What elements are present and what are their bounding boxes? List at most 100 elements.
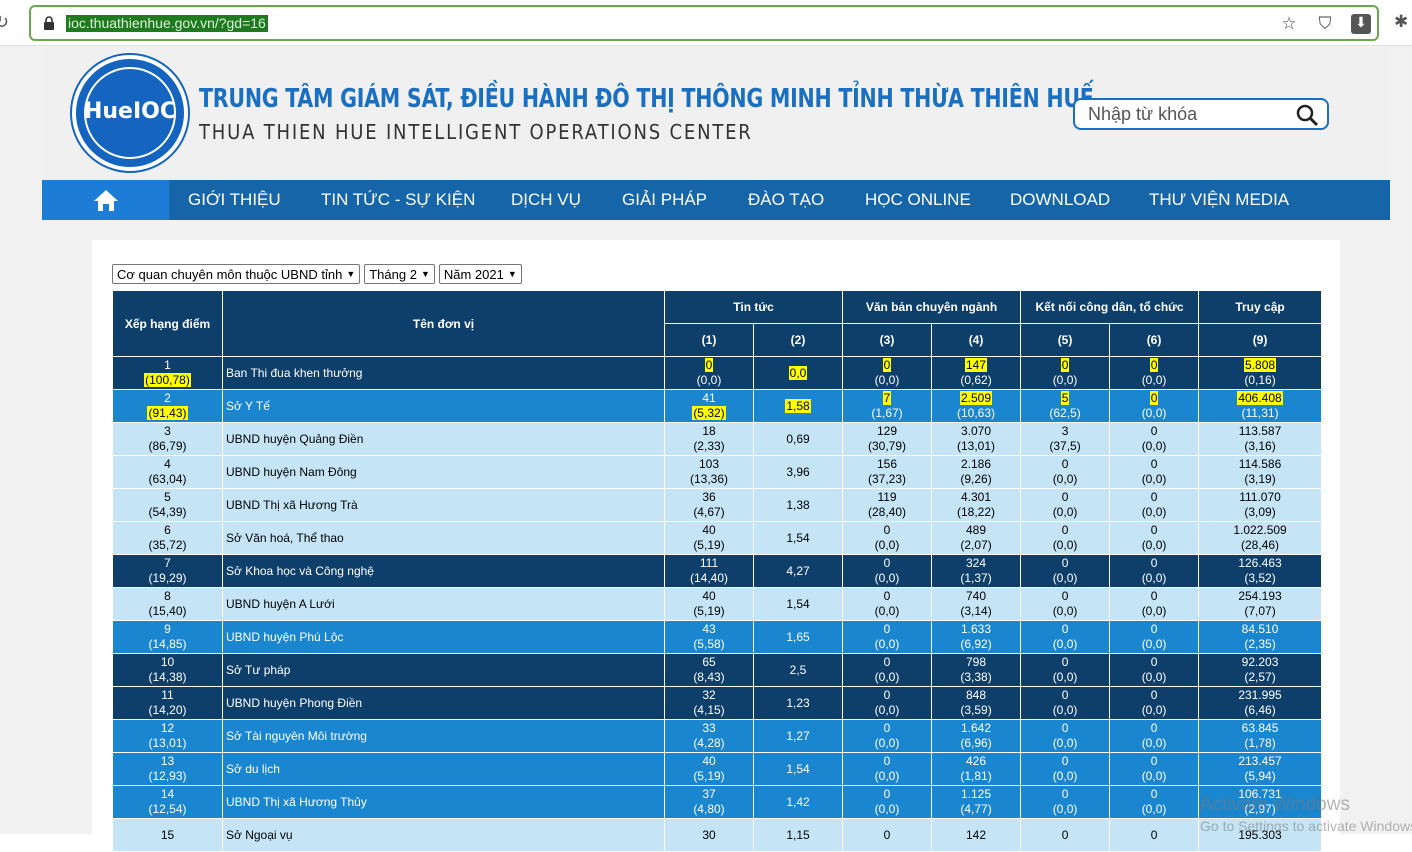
value-cell-c3: 119 (28,40) (842, 488, 933, 522)
rank-cell: 3 (86,79) (112, 422, 223, 456)
reload-icon[interactable]: ↻ (0, 12, 10, 32)
header-col-2[interactable]: (2) (752, 323, 844, 357)
unit-name-cell[interactable]: Sở Y Tế (222, 389, 665, 423)
value-cell-c6: 0 (0,0) (1109, 620, 1200, 654)
value-cell-c5: 0 (0,0) (1020, 752, 1111, 786)
nav-item-giai-phap[interactable]: GIẢI PHÁP (622, 190, 708, 209)
unit-name-cell[interactable]: Sở Khoa học và Công nghệ (222, 554, 665, 588)
header-access: Truy cập (1198, 290, 1323, 324)
value-cell-c1: 40 (5,19) (664, 587, 754, 621)
table-row[interactable]: 6 (35,72) Sở Văn hoá, Thể thao 40 (5,19) 1,54… (112, 521, 1323, 555)
header-col-1[interactable]: (1) (664, 323, 754, 357)
table-row[interactable]: 1 (100,78) Ban Thi đua khen thưởng 0 (0,0) 0,… (112, 356, 1323, 390)
nav-home[interactable] (42, 180, 169, 220)
unit-name-cell[interactable]: Ban Thi đua khen thưởng (222, 356, 665, 390)
table-row[interactable]: 4 (63,04) UBND huyện Nam Đông 103 (13,36) 3,9… (112, 455, 1323, 489)
value-cell-c4: 2.186 (9,26) (931, 455, 1022, 489)
value-cell-c2: 1,65 (752, 620, 844, 654)
unit-type-select[interactable]: Cơ quan chuyên môn thuộc UBND tỉnh ▼ (112, 264, 361, 284)
nav-item-hoc-online[interactable]: HỌC ONLINE (865, 190, 971, 209)
value-cell-c9: 1.022.509 (28,46) (1198, 521, 1323, 555)
search-input[interactable]: Nhập từ khóa (1088, 104, 1198, 124)
value-cell-c4: 489 (2,07) (931, 521, 1022, 555)
url-text[interactable]: ioc.thuathienhue.gov.vn/?gd=16 (66, 15, 268, 32)
rank-cell: 9 (14,85) (112, 620, 223, 654)
table-row[interactable]: 14 (12,54) UBND Thị xã Hương Thủy 37 (4,80) 1… (112, 785, 1323, 819)
header-col-4[interactable]: (4) (931, 323, 1022, 357)
unit-name-cell[interactable]: Sở Văn hoá, Thể thao (222, 521, 665, 555)
table-row[interactable]: 12 (13,01) Sở Tài nguyên Môi trường 33 (4,28… (112, 719, 1323, 753)
value-cell-c2: 2,5 (752, 653, 844, 687)
value-cell-c6: 0 (0,0) (1109, 521, 1200, 555)
chevron-down-icon: ▼ (346, 269, 356, 279)
value-cell-c2: 3,96 (752, 455, 844, 489)
unit-name-cell[interactable]: UBND Thị xã Hương Trà (222, 488, 665, 522)
browser-toolbar: ↻ ioc.thuathienhue.gov.vn/?gd=16 ☆ ⛉ ⬇ ✱ (0, 0, 1412, 46)
unit-name-cell[interactable]: UBND huyện A Lưới (222, 587, 665, 621)
value-cell-c5: 0 (0,0) (1020, 521, 1111, 555)
value-cell-c6: 0 (0,0) (1109, 356, 1200, 390)
activate-windows-hint: Go to Settings to activate Windows. (1200, 818, 1412, 834)
table-row[interactable]: 11 (14,20) UBND huyện Phong Điền 32 (4,15) 1,… (112, 686, 1323, 720)
value-cell-c2: 1,27 (752, 719, 844, 753)
site-title-en: THUA THIEN HUE INTELLIGENT OPERATIONS CE… (199, 120, 753, 144)
unit-name-cell[interactable]: UBND huyện Phú Lộc (222, 620, 665, 654)
table-row[interactable]: 10 (14,38) Sở Tư pháp 65 (8,43) 2,5 0 (0,0) 798(… (112, 653, 1323, 687)
value-cell-c6: 0 (0,0) (1109, 422, 1200, 456)
header-rank[interactable]: Xếp hạng điểm (112, 290, 223, 357)
header-col-5[interactable]: (5) (1020, 323, 1111, 357)
header-col-9[interactable]: (9) (1198, 323, 1323, 357)
unit-name-cell[interactable]: Sở Tư pháp (222, 653, 665, 687)
table-row[interactable]: 15 Sở Ngoại vụ 30 1,15 0 142 0 0 195.303 (112, 818, 1323, 852)
unit-name-cell[interactable]: Sở du lịch (222, 752, 665, 786)
table-row[interactable]: 2 (91,43) Sở Y Tế 41 (5,32) 1,58 7 (1,67) 2.509(… (112, 389, 1323, 423)
unit-name-cell[interactable]: UBND huyện Nam Đông (222, 455, 665, 489)
month-select[interactable]: Tháng 2 ▼ (364, 264, 435, 284)
value-cell-c3: 0 (0,0) (842, 686, 933, 720)
search-box[interactable]: Nhập từ khóa (1073, 98, 1329, 130)
download-icon[interactable]: ⬇ (1351, 14, 1371, 34)
table-row[interactable]: 3 (86,79) UBND huyện Quảng Điền 18 (2,33) 0,6… (112, 422, 1323, 456)
nav-item-dich-vu[interactable]: DỊCH VỤ (511, 190, 581, 209)
nav-item-tin-tuc[interactable]: TIN TỨC - SỰ KIỆN (321, 190, 476, 209)
table-row[interactable]: 7 (19,29) Sở Khoa học và Công nghệ 111 (14,4… (112, 554, 1323, 588)
star-icon[interactable]: ☆ (1281, 14, 1297, 33)
value-cell-c3: 0 (0,0) (842, 752, 933, 786)
value-cell-c4: 3.070 (13,01) (931, 422, 1022, 456)
value-cell-c1: 111 (14,40) (664, 554, 754, 588)
value-cell-c5: 0 (0,0) (1020, 587, 1111, 621)
unit-name-cell[interactable]: Sở Tài nguyên Môi trường (222, 719, 665, 753)
nav-item-gioi-thieu[interactable]: GIỚI THIỆU (188, 190, 281, 209)
unit-name-cell[interactable]: Sở Ngoại vụ (222, 818, 665, 852)
rank-cell: 15 (112, 818, 223, 852)
value-cell-c3: 0 (0,0) (842, 587, 933, 621)
year-select[interactable]: Năm 2021 ▼ (438, 264, 522, 284)
value-cell-c9: 213.457 (5,94) (1198, 752, 1323, 786)
extensions-icon[interactable]: ✱ (1394, 12, 1409, 31)
hueioc-logo[interactable]: HueIOC (72, 55, 188, 171)
table-row[interactable]: 8 (15,40) UBND huyện A Lưới 40 (5,19) 1,54 0 (0… (112, 587, 1323, 621)
nav-item-dao-tao[interactable]: ĐÀO TẠO (748, 190, 825, 209)
search-icon[interactable] (1295, 103, 1319, 127)
address-bar[interactable]: ioc.thuathienhue.gov.vn/?gd=16 ☆ ⛉ ⬇ (29, 5, 1379, 41)
table-row[interactable]: 5 (54,39) UBND Thị xã Hương Trà 36 (4,67) 1,3… (112, 488, 1323, 522)
value-cell-c3: 0 (0,0) (842, 620, 933, 654)
unit-name-cell[interactable]: UBND Thị xã Hương Thủy (222, 785, 665, 819)
table-row[interactable]: 9 (14,85) UBND huyện Phú Lộc 43 (5,58) 1,65 0(… (112, 620, 1323, 654)
nav-item-thu-vien-media[interactable]: THƯ VIỆN MEDIA (1149, 190, 1290, 209)
rank-cell: 6 (35,72) (112, 521, 223, 555)
table-row[interactable]: 13 (12,93) Sở du lịch 40 (5,19) 1,54 0 (0,0) 426… (112, 752, 1323, 786)
value-cell-c5: 0 (0,0) (1020, 620, 1111, 654)
header-docs: Văn bản chuyên ngành (842, 290, 1022, 324)
rank-cell: 8 (15,40) (112, 587, 223, 621)
header-col-3[interactable]: (3) (842, 323, 933, 357)
nav-item-download[interactable]: DOWNLOAD (1010, 190, 1111, 209)
header-col-6[interactable]: (6) (1109, 323, 1200, 357)
shield-icon[interactable]: ⛉ (1318, 14, 1332, 33)
value-cell-c5: 3 (37,5) (1020, 422, 1111, 456)
unit-name-cell[interactable]: UBND huyện Phong Điền (222, 686, 665, 720)
value-cell-c3: 0 (0,0) (842, 521, 933, 555)
lock-icon (44, 16, 54, 30)
unit-name-cell[interactable]: UBND huyện Quảng Điền (222, 422, 665, 456)
header-unit[interactable]: Tên đơn vị (222, 290, 665, 357)
